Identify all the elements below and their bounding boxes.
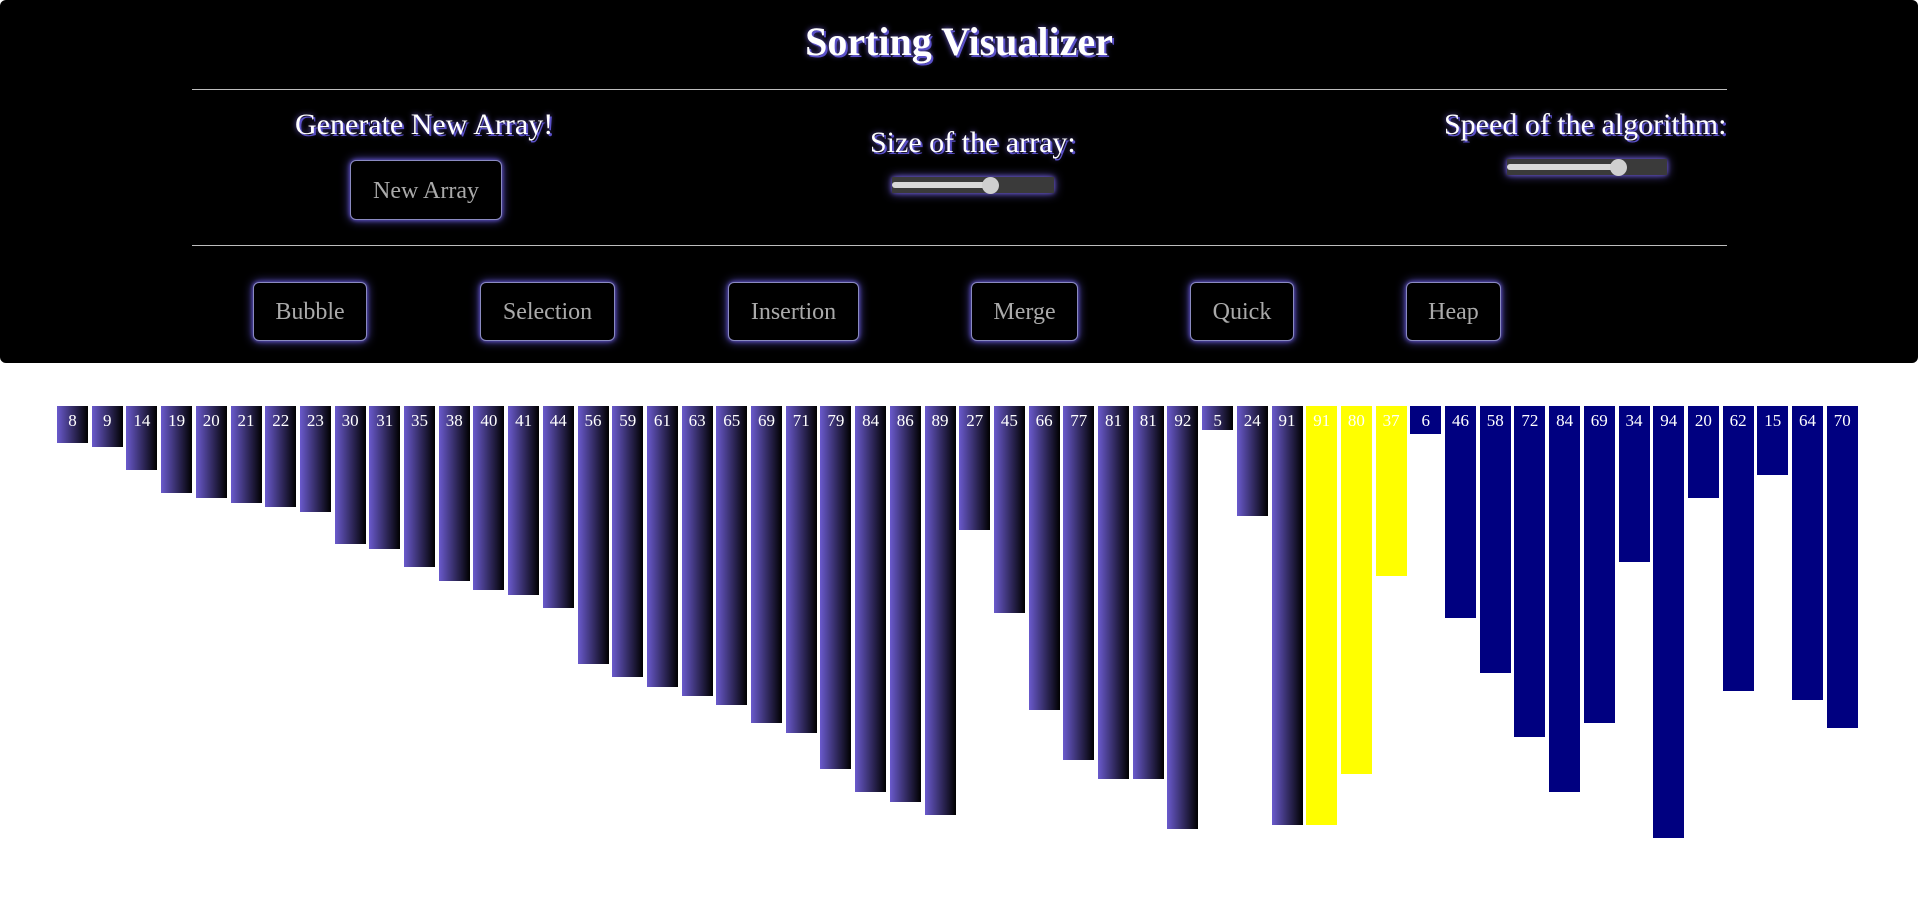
array-bar: 15 (1757, 406, 1789, 475)
array-bar: 9 (91, 406, 123, 448)
array-bar: 91 (1271, 406, 1303, 825)
control-panel: Sorting Visualizer Generate New Array! N… (0, 0, 1918, 363)
algorithm-speed-slider-thumb[interactable] (1609, 159, 1627, 176)
insertion-sort-button[interactable]: Insertion (728, 282, 859, 341)
heap-sort-button[interactable]: Heap (1406, 282, 1501, 341)
array-bar: 81 (1132, 406, 1164, 779)
array-bar: 89 (924, 406, 956, 816)
array-bar: 84 (855, 406, 887, 793)
algorithm-speed-slider[interactable] (1507, 159, 1667, 176)
array-size-slider-thumb[interactable] (981, 177, 999, 194)
array-bar: 34 (1618, 406, 1650, 563)
array-bar: 8 (57, 406, 88, 443)
array-bar: 37 (1375, 406, 1407, 577)
array-bar: 45 (993, 406, 1025, 613)
algorithm-speed-slider-fill (1507, 164, 1619, 170)
array-bar: 79 (820, 406, 852, 770)
array-bar: 23 (299, 406, 331, 512)
algorithm-speed-label: Speed of the algorithm: (1444, 108, 1727, 141)
new-array-button[interactable]: New Array (350, 160, 502, 220)
array-bar: 81 (1098, 406, 1129, 779)
array-bar: 61 (646, 406, 678, 687)
page-title: Sorting Visualizer (805, 19, 1113, 64)
array-bar: 64 (1792, 406, 1823, 701)
array-bar: 5 (1202, 406, 1234, 430)
divider-bottom (192, 245, 1727, 246)
array-size-slider[interactable] (892, 177, 1054, 194)
bubble-sort-button[interactable]: Bubble (253, 282, 367, 341)
array-bar: 94 (1653, 406, 1685, 839)
divider-top (192, 89, 1727, 90)
array-bar: 30 (334, 406, 366, 544)
selection-sort-button[interactable]: Selection (480, 282, 615, 341)
array-bar: 38 (438, 406, 470, 581)
array-bars: 8 9 14 19 20 21 22 23 30 31 35 38 40 41 44 56 59 61 63 65 69… (57, 406, 1862, 866)
array-bar: 44 (542, 406, 574, 609)
array-bar: 40 (473, 406, 505, 590)
array-bar: 71 (785, 406, 817, 733)
array-bar: 21 (230, 406, 262, 503)
array-size-slider-fill (892, 182, 991, 188)
array-size-label: Size of the array: (870, 126, 1076, 159)
array-bar: 41 (508, 406, 540, 595)
array-bar: 58 (1479, 406, 1511, 673)
array-bar: 20 (195, 406, 227, 498)
array-bar: 65 (716, 406, 748, 705)
array-bar: 62 (1722, 406, 1754, 692)
array-bar: 69 (751, 406, 782, 724)
array-bar: 22 (265, 406, 297, 508)
quick-sort-button[interactable]: Quick (1190, 282, 1294, 341)
array-bar: 91 (1306, 406, 1338, 825)
array-bar: 86 (889, 406, 921, 802)
merge-sort-button[interactable]: Merge (971, 282, 1078, 341)
array-bar: 27 (959, 406, 991, 531)
array-bar: 77 (1063, 406, 1095, 761)
array-bar: 59 (612, 406, 644, 678)
array-bar: 92 (1167, 406, 1199, 830)
array-bar: 80 (1340, 406, 1372, 774)
array-bar: 19 (161, 406, 193, 494)
array-bar: 24 (1236, 406, 1268, 517)
array-bar: 56 (577, 406, 609, 664)
array-bar: 70 (1826, 406, 1858, 728)
array-bar: 69 (1583, 406, 1615, 724)
array-bar: 35 (404, 406, 435, 567)
array-bar: 66 (1028, 406, 1060, 710)
array-bar: 63 (681, 406, 713, 696)
array-bar: 14 (126, 406, 158, 471)
array-bar: 72 (1514, 406, 1546, 738)
array-bar: 31 (369, 406, 401, 549)
array-bar: 6 (1410, 406, 1442, 434)
array-bar: 84 (1549, 406, 1581, 793)
array-bar: 46 (1445, 406, 1476, 618)
array-bar: 20 (1687, 406, 1719, 498)
generate-array-label: Generate New Array! (295, 108, 554, 141)
